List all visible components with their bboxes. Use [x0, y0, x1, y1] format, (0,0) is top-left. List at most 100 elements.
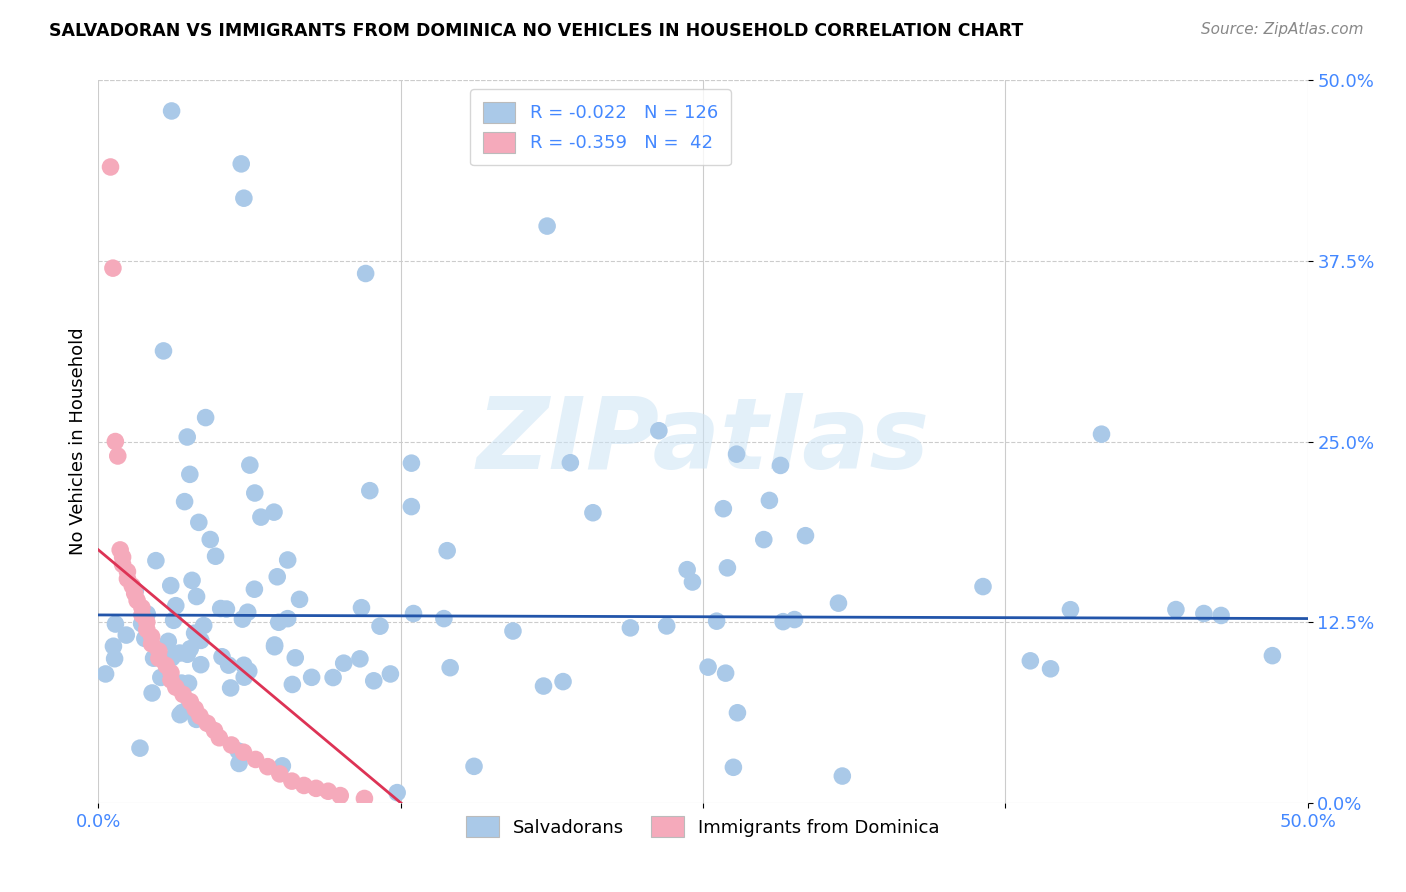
Point [141, 686, 163, 700]
Point [281, 677, 304, 691]
Point [188, 709, 211, 723]
Point [402, 607, 425, 621]
Point [124, 583, 146, 598]
Point [827, 596, 849, 610]
Point [697, 660, 720, 674]
Point [169, 707, 191, 722]
Point [1090, 427, 1112, 442]
Point [152, 343, 174, 358]
Point [190, 633, 212, 648]
Point [136, 607, 159, 621]
Point [111, 550, 134, 565]
Point [170, 676, 193, 690]
Y-axis label: No Vehicles in Household: No Vehicles in Household [69, 327, 87, 556]
Point [111, 558, 134, 572]
Point [714, 666, 737, 681]
Point [221, 738, 243, 752]
Point [190, 657, 212, 672]
Point [107, 449, 129, 463]
Point [711, 501, 734, 516]
Point [551, 674, 574, 689]
Point [218, 658, 240, 673]
Point [231, 612, 253, 626]
Point [350, 600, 373, 615]
Point [401, 500, 423, 514]
Point [211, 649, 233, 664]
Point [177, 676, 200, 690]
Point [288, 592, 311, 607]
Point [267, 615, 290, 630]
Point [186, 590, 208, 604]
Point [232, 191, 254, 205]
Point [1019, 654, 1042, 668]
Point [160, 103, 183, 118]
Point [433, 611, 456, 625]
Point [179, 467, 201, 482]
Point [179, 695, 201, 709]
Point [655, 619, 678, 633]
Point [134, 632, 156, 646]
Point [250, 510, 273, 524]
Point [301, 670, 323, 684]
Point [758, 493, 780, 508]
Point [1059, 603, 1081, 617]
Point [972, 580, 994, 594]
Point [124, 586, 146, 600]
Point [368, 619, 391, 633]
Point [752, 533, 775, 547]
Point [385, 786, 408, 800]
Point [184, 702, 207, 716]
Point [219, 681, 242, 695]
Point [239, 458, 262, 472]
Point [115, 628, 138, 642]
Point [332, 656, 354, 670]
Point [148, 644, 170, 658]
Point [149, 670, 172, 684]
Point [794, 529, 817, 543]
Point [648, 424, 671, 438]
Point [160, 665, 183, 680]
Point [215, 602, 238, 616]
Point [200, 533, 222, 547]
Point [155, 658, 177, 673]
Point [104, 434, 127, 449]
Point [277, 612, 299, 626]
Point [359, 483, 381, 498]
Point [127, 593, 149, 607]
Point [783, 613, 806, 627]
Point [363, 673, 385, 688]
Point [104, 651, 127, 665]
Point [271, 759, 294, 773]
Point [1192, 607, 1215, 621]
Point [281, 774, 304, 789]
Point [353, 791, 375, 805]
Point [716, 561, 738, 575]
Point [160, 673, 183, 687]
Point [725, 447, 748, 461]
Point [1164, 602, 1187, 616]
Point [165, 680, 187, 694]
Point [536, 219, 558, 233]
Point [533, 679, 555, 693]
Point [176, 647, 198, 661]
Point [233, 670, 256, 684]
Point [131, 607, 153, 622]
Point [263, 505, 285, 519]
Point [681, 574, 703, 589]
Point [145, 554, 167, 568]
Point [1039, 662, 1062, 676]
Point [245, 752, 267, 766]
Point [209, 601, 232, 615]
Point [148, 651, 170, 665]
Point [142, 651, 165, 665]
Point [108, 542, 131, 557]
Point [193, 618, 215, 632]
Point [772, 615, 794, 629]
Text: Source: ZipAtlas.com: Source: ZipAtlas.com [1201, 22, 1364, 37]
Point [162, 613, 184, 627]
Legend: Salvadorans, Immigrants from Dominica: Salvadorans, Immigrants from Dominica [458, 809, 948, 845]
Point [502, 624, 524, 638]
Point [238, 664, 260, 678]
Point [131, 600, 153, 615]
Point [187, 516, 209, 530]
